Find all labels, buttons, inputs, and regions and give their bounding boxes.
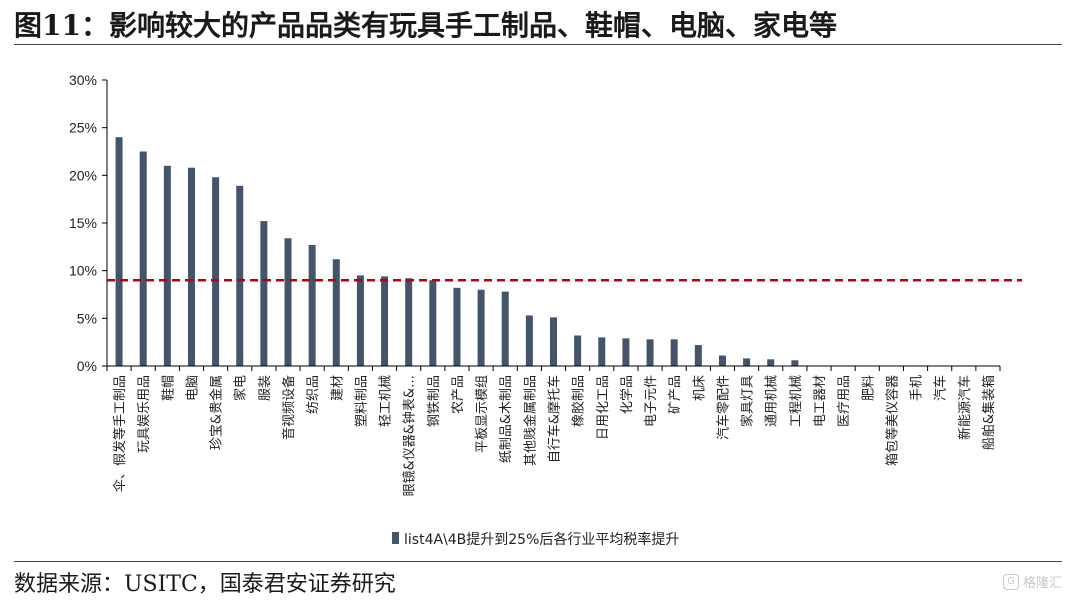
category-label: 农产品 (451, 375, 466, 414)
bar (187, 167, 195, 366)
category-label: 船舶&集装箱 (981, 375, 997, 450)
category-label: 医疗用品 (837, 375, 852, 427)
watermark-text: 格隆汇 (1022, 576, 1062, 591)
category-label: 电脑 (185, 375, 200, 401)
bar (718, 355, 726, 366)
category-label: 家具灯具 (740, 375, 756, 427)
category-label: 化学品 (619, 375, 635, 414)
title-rule (14, 44, 1062, 45)
bar (332, 259, 340, 366)
category-label: 汽车零配件 (715, 375, 731, 440)
bar (670, 339, 678, 366)
category-label: 钢铁制品 (427, 375, 442, 427)
y-tick-label: 5% (77, 310, 97, 326)
category-label: 矿产品 (668, 375, 683, 414)
category-label: 工程机械 (789, 375, 804, 427)
category-label: 塑料制品 (354, 375, 369, 427)
y-tick-label: 10% (69, 263, 97, 279)
category-label: 手机 (910, 375, 925, 401)
bar (356, 275, 364, 366)
watermark: G 格隆汇 (1002, 572, 1062, 591)
bar (791, 360, 799, 366)
bar (501, 291, 509, 366)
category-label: 其他贱金属制品 (522, 375, 538, 466)
bar (525, 315, 533, 366)
category-label: 通用机械 (765, 375, 780, 427)
legend: list4A\4B提升到25%后各行业平均税率提升 (392, 531, 679, 548)
category-label: 日用化工品 (596, 375, 611, 440)
bar (236, 185, 244, 366)
bar (453, 287, 461, 366)
category-label: 箱包等美仪容器 (884, 375, 900, 466)
y-tick-label: 30% (69, 72, 97, 88)
category-label: 音视频设备 (281, 375, 297, 440)
y-axis: 0% 5% 10% 15% 20% 25% 30% (69, 72, 108, 374)
category-label: 纸制品&木制品 (499, 375, 514, 463)
bar (646, 339, 654, 366)
bar (260, 221, 268, 366)
bar (574, 335, 582, 366)
y-tick-label: 15% (69, 215, 97, 231)
bar (115, 137, 123, 366)
category-label: 鞋帽 (160, 375, 176, 401)
bar (767, 359, 775, 366)
category-label: 自行车&摩托车 (547, 375, 563, 463)
bar-chart: 0% 5% 10% 15% 20% 25% 30% 伞、假发等手工制品 玩具娱乐用品 鞋帽 电脑珍… (69, 72, 1022, 548)
bar (212, 177, 220, 366)
bar (405, 278, 413, 366)
bar (429, 280, 437, 366)
category-label: 橡胶制品 (571, 375, 587, 427)
category-label: 玩具娱乐用品 (137, 375, 152, 453)
category-label: 电子元件 (644, 375, 659, 427)
bars (115, 137, 799, 366)
category-label: 肥料 (861, 375, 876, 401)
category-labels: 伞、假发等手工制品 玩具娱乐用品 鞋帽 电脑 珍宝&贵金属 家电 服装 音视频设备 纺织品 建材塑… (112, 375, 997, 496)
bar (308, 244, 316, 366)
category-label: 汽车 (933, 375, 949, 401)
category-label: 电工器材 (813, 375, 828, 427)
category-label: 纺织品 (306, 375, 321, 414)
x-axis (106, 365, 1001, 371)
category-label: 机床 (692, 375, 707, 401)
y-tick-label: 20% (69, 167, 97, 183)
y-tick-label: 25% (69, 120, 97, 136)
y-tick-label: 0% (77, 358, 97, 374)
category-label: 建材 (330, 375, 345, 401)
legend-label: list4A\4B提升到25%后各行业平均税率提升 (404, 531, 679, 548)
source-note: 数据来源：USITC，国泰君安证券研究 (14, 572, 396, 597)
bar (550, 317, 557, 366)
bar (598, 337, 606, 366)
category-label: 服装 (258, 375, 273, 401)
bar (284, 238, 292, 366)
bar (694, 345, 702, 366)
bar (381, 276, 389, 366)
category-label: 平板显示模组 (475, 375, 490, 453)
legend-swatch (392, 532, 399, 544)
bar (622, 338, 630, 366)
category-label: 新能源汽车 (957, 375, 973, 440)
category-label: 家电 (233, 375, 249, 401)
category-label: 珍宝&贵金属 (209, 375, 225, 450)
category-label: 伞、假发等手工制品 (112, 375, 128, 492)
bar (139, 151, 147, 366)
figure-title: 图11：影响较大的产品品类有玩具手工制品、鞋帽、电脑、家电等 (14, 9, 837, 42)
bar (743, 358, 751, 366)
bar (477, 289, 485, 366)
category-label: 轻工机械 (379, 375, 394, 427)
watermark-logo-icon: G (1002, 573, 1019, 590)
bar (163, 165, 171, 366)
source-rule (14, 561, 1062, 562)
category-label: 眼镜&仪器&钟表&… (402, 375, 418, 496)
